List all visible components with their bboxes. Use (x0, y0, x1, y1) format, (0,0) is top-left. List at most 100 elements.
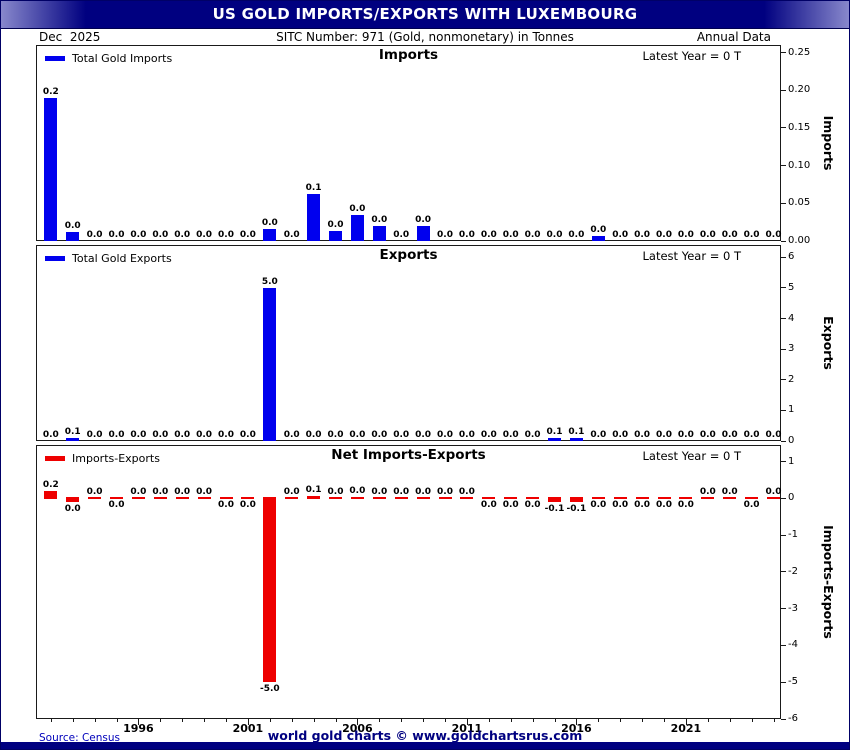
exports-bar-label: 0.0 (699, 430, 716, 440)
net-bar-label: 0.0 (437, 487, 453, 498)
net-bar-label: 0.0 (612, 500, 629, 511)
net-zero-mark (504, 497, 518, 500)
legend-exports-label: Total Gold Exports (72, 251, 172, 265)
x-year-label: 1996 (123, 722, 154, 735)
net-y-tick-label: -3 (788, 602, 798, 614)
net-y-tick (781, 718, 786, 720)
exports-bar-label: 0.0 (677, 430, 694, 440)
imports-bar-label: 0.0 (634, 230, 651, 240)
imports-y-tick-label: 0.00 (788, 235, 811, 246)
net-bar-label: 0.0 (64, 503, 81, 514)
x-tick (466, 719, 468, 725)
imports-bar-label: 0.0 (64, 220, 81, 231)
net-y-tick-label: -1 (788, 529, 798, 541)
net-swatch-icon (45, 455, 65, 461)
exports-bar-label: 0.0 (458, 430, 475, 440)
net-panel (36, 445, 781, 719)
net-bar (569, 498, 583, 502)
imports-y-tick (781, 202, 786, 204)
exports-panel (36, 245, 781, 441)
x-year-label: 2001 (232, 722, 264, 735)
exports-bar-label: 0.0 (393, 430, 410, 440)
imports-bar-label: 0.0 (677, 230, 694, 240)
net-zero-mark (131, 497, 145, 500)
exports-bar-label: 0.0 (327, 430, 344, 440)
net-zero-mark (767, 497, 780, 500)
net-ylabel: Imports-Exports (821, 525, 836, 639)
exports-bar-label: 0.0 (174, 430, 191, 440)
imports-bar-label: 0.0 (261, 217, 278, 228)
net-zero-mark (44, 497, 58, 500)
x-tick (401, 719, 403, 722)
net-bar-label: 0.0 (743, 500, 760, 511)
net-zero-mark (219, 497, 233, 500)
x-tick (488, 719, 490, 722)
imports-bar (66, 231, 80, 241)
x-tick (182, 719, 184, 722)
imports-bar-label: 0.0 (130, 230, 147, 240)
footer-credit: world gold charts © www.goldchartsrus.co… (267, 728, 583, 743)
exports-bar-label: 0.0 (656, 430, 672, 440)
imports-bar-label: 0.0 (546, 230, 563, 240)
imports-bar-label: 0.0 (743, 230, 760, 240)
exports-y-tick (781, 409, 786, 411)
exports-y-tick-label: 1 (788, 404, 795, 416)
imports-y-tick-label: 0.15 (788, 121, 811, 133)
exports-bar-label: 0.0 (218, 430, 234, 440)
x-tick (620, 719, 622, 722)
x-tick (773, 719, 775, 722)
imports-y-tick-label: 0.20 (788, 84, 811, 96)
x-tick (664, 719, 665, 722)
exports-y-tick (781, 287, 786, 289)
net-bar-label: 0.0 (415, 486, 432, 497)
net-y-tick (781, 608, 786, 610)
imports-bar-label: 0.0 (765, 230, 782, 240)
x-tick (50, 719, 52, 722)
bottom-bar (1, 742, 849, 749)
net-y-tick (781, 497, 786, 499)
x-tick (423, 719, 425, 722)
imports-y-tick-label: 0.25 (788, 46, 811, 58)
x-tick (204, 719, 206, 722)
imports-y-tick (781, 165, 786, 167)
x-year-label: 2021 (670, 722, 702, 735)
net-y-tick-label: -2 (788, 565, 798, 577)
imports-bar-label: 0.0 (239, 230, 256, 240)
source-link[interactable]: Source: Census (39, 732, 120, 744)
net-zero-mark (416, 497, 430, 500)
net-title: Net Imports-Exports (331, 447, 486, 463)
net-bar-label: 0.0 (677, 500, 694, 511)
exports-bar-label: 0.0 (590, 430, 607, 440)
net-bar-label: 0.0 (86, 487, 103, 498)
net-bar-label: 0.0 (196, 487, 213, 498)
exports-bar-label: 0.0 (371, 430, 388, 440)
net-y-tick (781, 534, 786, 536)
x-tick (313, 719, 315, 722)
exports-y-tick-label: 3 (788, 343, 795, 355)
imports-bar-label: 0.0 (721, 230, 738, 240)
net-zero-mark (285, 497, 299, 500)
net-bar-label: 0.0 (458, 487, 475, 498)
imports-bar (307, 194, 321, 241)
exports-bar (66, 437, 80, 441)
exports-bar-label: 0.0 (721, 430, 738, 440)
net-bar-label: 0.0 (656, 500, 672, 511)
imports-bar (263, 228, 277, 241)
net-bar (591, 497, 605, 499)
imports-bar-label: 0.2 (42, 86, 59, 97)
net-zero-mark (438, 497, 452, 500)
legend-exports: Total Gold Exports (45, 250, 172, 266)
net-y-tick (781, 644, 786, 646)
net-zero-mark (679, 497, 693, 500)
imports-y-tick-label: 0.05 (788, 197, 811, 209)
net-bar (263, 498, 277, 683)
x-tick (160, 719, 162, 722)
exports-y-tick (781, 256, 786, 258)
net-y-tick (781, 461, 786, 463)
x-tick (707, 719, 709, 722)
net-bar-label: 0.0 (349, 486, 366, 497)
exports-ylabel: Exports (821, 316, 836, 370)
imports-ylabel: Imports (821, 115, 836, 171)
net-bar (329, 497, 342, 499)
net-bar (548, 498, 561, 502)
